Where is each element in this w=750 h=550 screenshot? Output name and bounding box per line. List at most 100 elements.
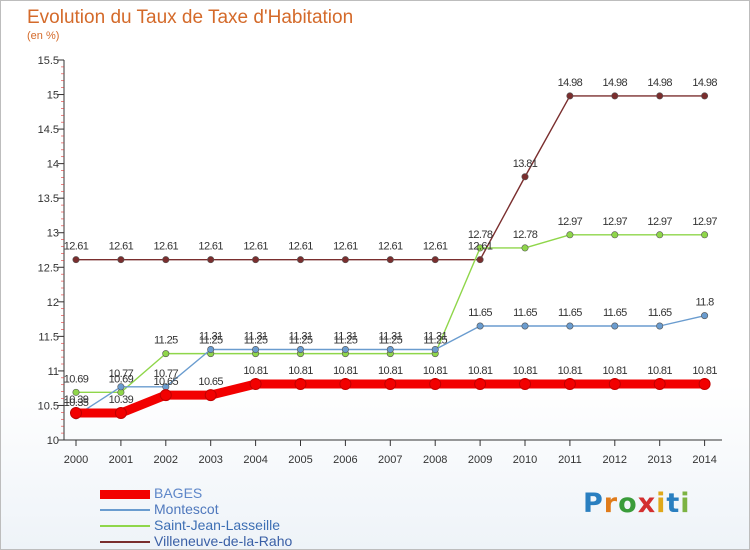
data-label: 12.61 [468,241,493,253]
data-label: 14.98 [558,77,583,89]
data-label: 11.31 [244,330,268,342]
y-tick-label: 11.5 [38,331,59,343]
legend-swatch [100,525,150,527]
data-label: 11.25 [289,335,313,347]
data-point [207,345,215,353]
data-point [296,345,304,353]
x-tick-label: 2013 [647,454,671,466]
data-point [339,378,352,391]
data-point [294,378,307,391]
proxiti-logo: Proxiti [583,488,691,519]
data-label: 11.31 [334,330,358,342]
y-tick-label: 12.5 [38,262,59,274]
data-point [701,312,709,320]
data-point [656,231,664,239]
data-label: 11.31 [378,330,402,342]
data-point [204,389,217,402]
data-point [117,383,125,391]
data-label: 10.81 [603,365,628,377]
data-point [70,407,82,420]
data-label: 12.61 [198,241,223,253]
data-point [611,92,619,100]
legend-swatch [100,489,150,499]
y-tick-label: 13 [47,228,59,240]
data-label: 14.98 [603,77,628,89]
logo-letter: i [656,488,667,519]
x-tick-label: 2002 [154,454,178,466]
data-point [72,256,80,264]
data-label: 11.65 [603,307,627,319]
x-tick-label: 2011 [558,454,582,466]
data-label: 12.61 [243,241,268,253]
data-label: 10.77 [109,368,134,380]
x-tick-label: 2004 [243,454,267,466]
data-point [249,378,262,391]
data-point [611,231,619,239]
logo-letter: P [583,488,604,519]
chart-title: Evolution du Taux de Taxe d'Habitation [27,7,354,28]
data-point [521,322,529,330]
data-label: 11.65 [648,307,672,319]
data-point [476,244,484,252]
data-label: 10.81 [513,365,538,377]
data-point [653,378,666,391]
data-label: 10.81 [647,365,672,377]
x-tick-label: 2014 [692,454,716,466]
data-label: 12.61 [109,241,134,253]
data-label: 14.98 [647,77,672,89]
y-tick-label: 15.5 [38,55,59,67]
data-label: 11.25 [334,335,358,347]
data-point [474,378,487,391]
data-point [701,92,709,100]
x-tick-label: 2005 [288,454,312,466]
legend-swatch [100,541,150,543]
legend-label: BAGES [154,485,203,501]
data-label: 12.61 [378,241,403,253]
y-tick-label: 10 [47,435,59,447]
x-tick-label: 2008 [423,454,447,466]
data-label: 14.98 [692,77,717,89]
y-tick-label: 13.5 [38,193,59,205]
data-label: 11.65 [558,307,582,319]
data-point [608,378,621,391]
data-label: 10.81 [243,365,268,377]
data-label: 11.25 [199,335,223,347]
data-label: 12.61 [64,241,89,253]
x-tick-label: 2001 [109,454,133,466]
data-label: 12.61 [423,241,448,253]
data-label: 12.97 [692,216,717,228]
data-label: 11.8 [695,297,714,309]
data-point [162,350,170,358]
logo-letter: i [680,488,691,519]
data-point [431,345,439,353]
data-point [656,92,664,100]
legend-label: Montescot [154,501,219,517]
data-point [563,378,576,391]
data-point [431,256,439,264]
data-label: 10.81 [333,365,358,377]
data-label: 10.81 [468,365,493,377]
data-label: 10.65 [154,376,179,388]
data-label: 11.25 [378,335,402,347]
data-label: 10.69 [109,373,134,385]
logo-letter: o [618,488,638,519]
data-label: 10.81 [692,365,717,377]
data-point [429,378,442,391]
data-point [476,322,484,330]
logo-letter: r [603,488,619,519]
data-point [701,231,709,239]
legend-swatch [100,509,150,511]
x-tick-label: 2006 [333,454,357,466]
data-label: 12.97 [647,216,672,228]
x-tick-label: 2003 [198,454,222,466]
data-label: 11.25 [423,335,447,347]
y-tick-label: 11 [48,366,59,378]
x-tick-label: 2007 [378,454,402,466]
data-label: 10.81 [423,365,448,377]
data-label: 11.31 [199,330,223,342]
data-label: 10.65 [198,376,223,388]
data-point [207,256,215,264]
data-point [476,256,484,264]
